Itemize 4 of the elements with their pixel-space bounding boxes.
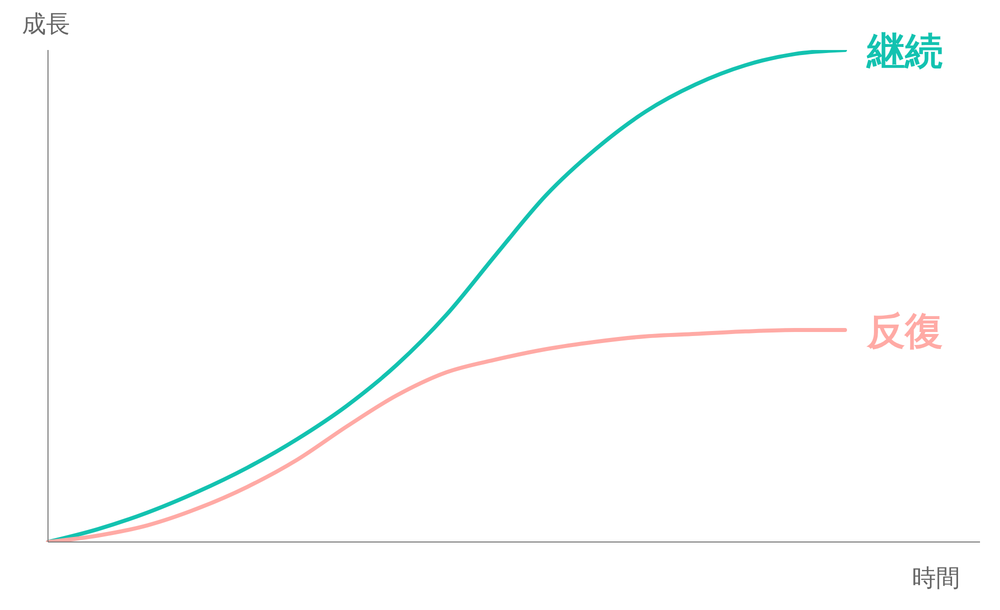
series-label: 反復 — [866, 308, 943, 353]
series-label: 継続 — [866, 29, 943, 73]
x-axis-title: 時間 — [912, 563, 960, 594]
y-axis-title: 成長 — [22, 9, 70, 40]
